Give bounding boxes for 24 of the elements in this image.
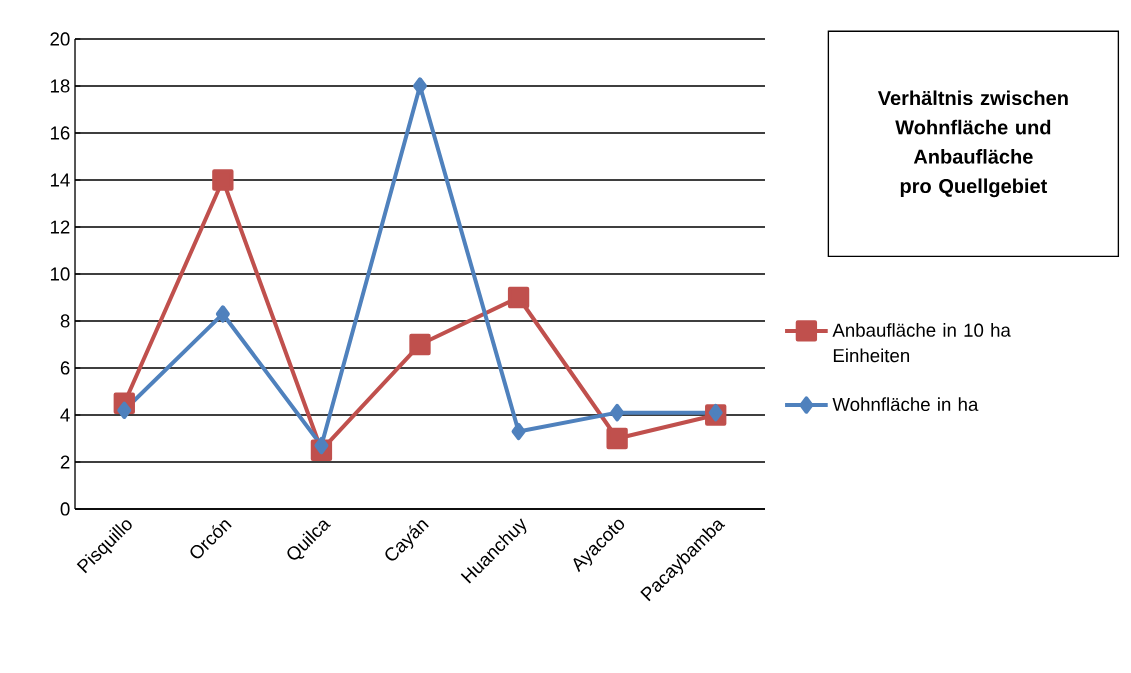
point bbox=[413, 77, 427, 95]
point bbox=[507, 286, 530, 309]
point bbox=[215, 305, 230, 323]
y-tick-label: 20 bbox=[50, 32, 70, 46]
point bbox=[606, 427, 628, 450]
point bbox=[117, 401, 132, 419]
y-tick-label: 16 bbox=[50, 126, 70, 140]
y-tick-label: 0 bbox=[60, 502, 70, 516]
legend-label: Anbaufläche in 10 ha Einheiten bbox=[832, 323, 1011, 363]
y-tick-label: 8 bbox=[60, 314, 70, 328]
y-tick-label: 18 bbox=[50, 79, 70, 93]
y-tick-label: 6 bbox=[60, 361, 70, 375]
point bbox=[212, 169, 234, 191]
point bbox=[409, 333, 431, 356]
text: Verhältnis zwischen Wohnfläche und Anbaufläche pro Quellgebiet bbox=[877, 90, 1068, 198]
y-tick-label: 4 bbox=[60, 408, 70, 422]
point bbox=[511, 422, 526, 441]
legend-label: Wohnfläche in ha bbox=[832, 397, 979, 412]
y-tick-label: 10 bbox=[50, 267, 70, 281]
point bbox=[314, 436, 329, 455]
y-tick-label: 14 bbox=[50, 173, 70, 187]
y-tick-label: 12 bbox=[50, 220, 70, 234]
y-tick-label: 2 bbox=[60, 455, 70, 469]
point bbox=[610, 403, 625, 422]
